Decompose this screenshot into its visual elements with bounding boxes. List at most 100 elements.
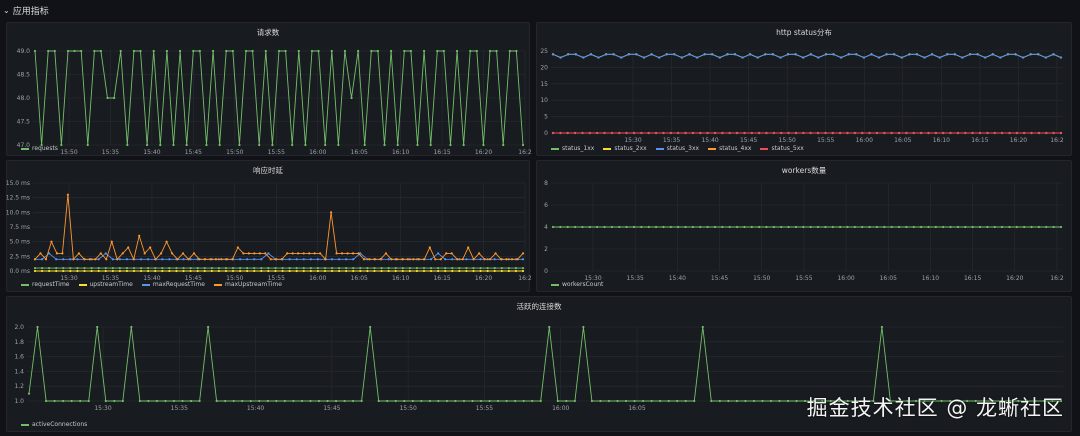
data-point-maxRequestTime: [521, 258, 525, 261]
data-point-activeConnections: [701, 325, 704, 329]
x-tick-label: 15:35: [102, 275, 119, 282]
legend-item-status_3xx[interactable]: status_3xx: [655, 145, 699, 152]
data-point-upstreamTime: [345, 269, 348, 273]
data-point-upstreamTime: [486, 269, 489, 273]
data-point-status_5xx: [603, 131, 606, 135]
data-point-activeConnections: [479, 399, 483, 403]
y-tick-label: 48.0: [17, 95, 31, 102]
data-point-activeConnections: [727, 399, 730, 403]
data-point-upstreamTime: [451, 269, 454, 273]
data-point-requestTime: [33, 266, 37, 270]
data-point-activeConnections: [394, 399, 397, 403]
y-tick-label: 5.0 ms: [10, 239, 30, 246]
legend-item-workersCount[interactable]: workersCount: [551, 281, 603, 288]
data-point-activeConnections: [872, 399, 875, 403]
legend-item-status_5xx[interactable]: status_5xx: [760, 145, 804, 152]
data-point-status_5xx: [1030, 131, 1033, 135]
data-point-activeConnections: [761, 399, 764, 403]
legend-item-status_1xx[interactable]: status_1xx: [551, 145, 594, 152]
data-point-status_5xx: [699, 131, 702, 135]
x-tick-label: 16:20: [475, 149, 492, 156]
data-point-status_5xx: [610, 131, 613, 135]
data-point-maxRequestTime: [288, 258, 291, 261]
data-point-activeConnections: [104, 399, 107, 403]
data-point-workersCount: [846, 225, 849, 229]
data-point-maxRequestTime: [196, 258, 199, 261]
data-point-requestTime: [500, 266, 503, 270]
data-point-upstreamTime: [139, 269, 143, 273]
data-point-workersCount: [868, 225, 871, 229]
data-point-requestTime: [521, 266, 525, 270]
data-point-status_5xx: [706, 131, 709, 135]
x-tick-label: 16:10: [922, 275, 939, 282]
data-point-maxRequestTime: [345, 258, 348, 261]
legend-item-requestTime[interactable]: requestTime: [21, 281, 70, 288]
data-point-status_5xx: [721, 131, 724, 135]
legend-item-activeConnections[interactable]: activeConnections: [21, 421, 87, 428]
data-point-activeConnections: [633, 399, 636, 403]
data-point-activeConnections: [710, 399, 713, 403]
data-point-upstreamTime: [55, 269, 58, 273]
data-point-activeConnections: [804, 399, 807, 403]
legend-item-requests[interactable]: requests: [21, 145, 58, 152]
data-point-status_5xx: [1059, 131, 1063, 135]
data-point-maxUpstreamTime: [461, 258, 464, 261]
data-point-requestTime: [161, 266, 164, 270]
data-point-status_3xx: [567, 53, 570, 56]
data-point-maxRequestTime: [330, 258, 334, 261]
panel-active-connections[interactable]: 活跃的连接数 2.0 1.8 1.6 1.4 1.2 1.0 15:30 15:35 15:40…: [6, 296, 1072, 432]
data-point-maxRequestTime: [48, 252, 51, 255]
data-point-activeConnections: [838, 399, 841, 403]
data-point-activeConnections: [966, 399, 969, 403]
data-point-maxUpstreamTime: [269, 258, 272, 261]
row-header[interactable]: ⌄ 应用指标: [0, 0, 1080, 20]
legend-item-maxRequestTime[interactable]: maxRequestTime: [141, 281, 205, 288]
data-point-maxUpstreamTime: [192, 252, 196, 255]
data-point-requests: [343, 49, 347, 53]
data-point-maxUpstreamTime: [319, 252, 322, 255]
data-point-activeConnections: [488, 399, 491, 403]
x-tick-label: 16:05: [880, 275, 897, 282]
data-point-status_5xx: [780, 131, 783, 135]
chevron-down-icon[interactable]: ⌄: [3, 5, 10, 15]
data-point-maxUpstreamTime: [165, 240, 168, 243]
legend-item-upstreamTime[interactable]: upstreamTime: [78, 281, 133, 288]
data-point-workersCount: [684, 225, 687, 229]
x-tick-label: 16:20: [1006, 275, 1023, 282]
data-point-status_3xx: [809, 53, 812, 56]
data-point-status_5xx: [824, 131, 827, 135]
data-point-status_3xx: [885, 53, 888, 56]
data-point-maxUpstreamTime: [209, 258, 212, 261]
data-point-status_3xx: [953, 53, 956, 56]
data-point-status_5xx: [765, 131, 768, 135]
data-point-activeConnections: [369, 325, 372, 329]
data-point-maxUpstreamTime: [88, 258, 91, 261]
x-tick-label: 16:2: [518, 275, 532, 282]
data-point-maxUpstreamTime: [428, 246, 431, 249]
data-point-status_3xx: [923, 56, 926, 59]
legend-item-status_4xx[interactable]: status_4xx: [708, 145, 751, 152]
data-point-maxUpstreamTime: [456, 258, 459, 261]
legend-item-maxUpstreamTime[interactable]: maxUpstreamTime: [213, 281, 282, 288]
panel-http-status[interactable]: http status分布 25 20 15 10 5 0 15:30 15:35 15:40 1…: [536, 22, 1072, 156]
panel-latency[interactable]: 响应时延 15.0 ms 12.5 ms 10.0 ms 7.5 ms 5.0 ms 2.…: [6, 160, 532, 292]
data-point-workersCount: [581, 225, 584, 229]
panel-workers[interactable]: workers数量 8 6 4 2 0 15:30 15:35 15:40 15:45 15:50…: [536, 160, 1072, 292]
panel-requests[interactable]: 请求数 49.0 48.5 48.0 47.5 47.0 15:50 15:35 15:40 1…: [6, 22, 532, 156]
data-point-workersCount: [662, 225, 665, 229]
data-point-status_5xx: [588, 131, 591, 135]
data-point-requestTime: [309, 266, 312, 270]
data-point-status_3xx: [1029, 53, 1032, 56]
data-point-status_5xx: [978, 131, 982, 135]
legend-item-status_2xx[interactable]: status_2xx: [603, 145, 647, 152]
data-point-activeConnections: [769, 399, 773, 403]
data-point-status_5xx: [684, 131, 687, 135]
y-tick-label: 2.0: [14, 324, 24, 331]
data-point-activeConnections: [309, 399, 312, 403]
x-tick-label: 15:50: [753, 275, 770, 282]
data-point-requestTime: [274, 266, 277, 270]
data-point-status_5xx: [1045, 131, 1048, 135]
x-tick-label: 15:30: [60, 275, 77, 282]
data-point-activeConnections: [198, 399, 201, 403]
data-point-upstreamTime: [507, 269, 510, 273]
